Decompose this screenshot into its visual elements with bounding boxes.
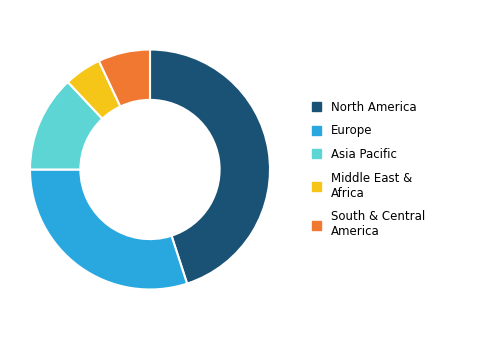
Wedge shape: [30, 82, 102, 170]
Legend: North America, Europe, Asia Pacific, Middle East &
Africa, South & Central
Ameri: North America, Europe, Asia Pacific, Mid…: [312, 101, 425, 238]
Wedge shape: [68, 61, 120, 119]
Wedge shape: [30, 170, 187, 290]
Wedge shape: [150, 49, 270, 284]
Wedge shape: [99, 49, 150, 106]
